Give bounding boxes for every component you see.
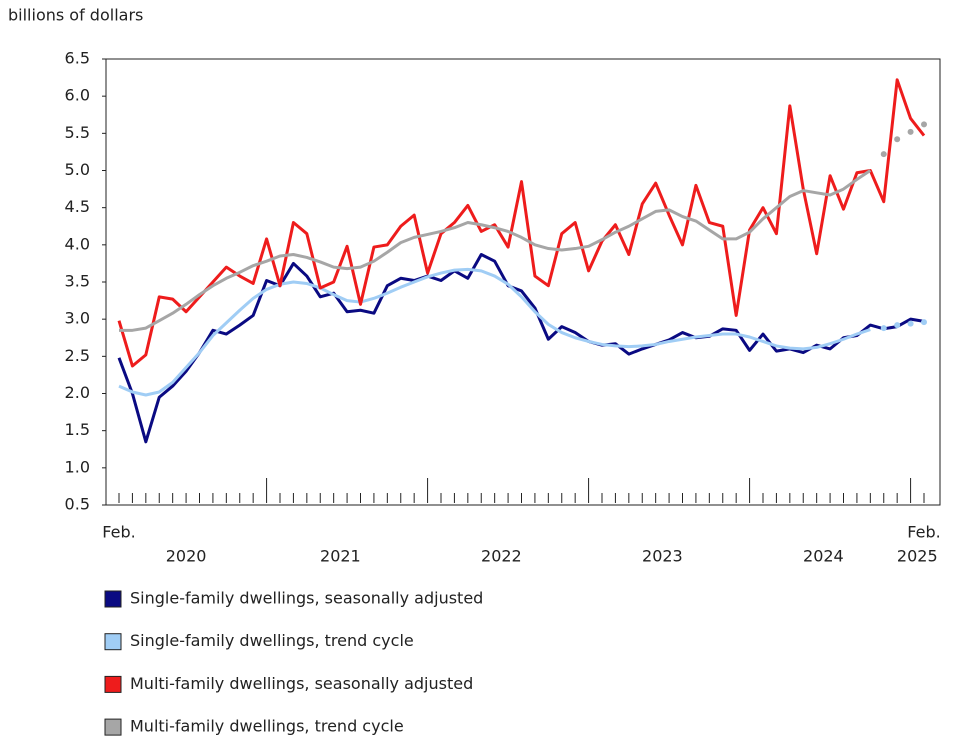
legend-label: Multi-family dwellings, trend cycle bbox=[130, 717, 404, 736]
y-tick-label: 3.5 bbox=[65, 272, 90, 291]
y-tick-label: 2.5 bbox=[65, 346, 90, 365]
y-tick-label: 1.5 bbox=[65, 420, 90, 439]
legend-label: Single-family dwellings, seasonally adju… bbox=[130, 589, 483, 608]
legend-swatch bbox=[104, 718, 122, 736]
series-dot bbox=[894, 136, 901, 143]
y-tick-label: 5.0 bbox=[65, 160, 90, 179]
y-tick-label: 4.0 bbox=[65, 234, 90, 253]
series-dot bbox=[894, 322, 901, 329]
series-line bbox=[117, 78, 926, 368]
plot-frame bbox=[105, 58, 941, 506]
legend-swatch bbox=[104, 633, 122, 651]
series-dot bbox=[880, 151, 887, 158]
y-tick-label: 3.0 bbox=[65, 309, 90, 328]
series-dot bbox=[907, 128, 914, 135]
x-year-label: 2022 bbox=[481, 547, 522, 566]
y-tick-label: 6.5 bbox=[65, 49, 90, 68]
y-tick-label: 1.0 bbox=[65, 457, 90, 476]
x-year-label: 2020 bbox=[166, 547, 207, 566]
legend-label: Single-family dwellings, trend cycle bbox=[130, 631, 414, 650]
x-year-label: 2023 bbox=[642, 547, 683, 566]
x-year-label: 2024 bbox=[803, 547, 844, 566]
series-dot bbox=[921, 319, 927, 326]
y-tick-label: 5.5 bbox=[65, 123, 90, 142]
series-dot bbox=[921, 121, 927, 128]
x-tick-label: Feb. bbox=[907, 523, 940, 542]
y-tick-label: 2.0 bbox=[65, 383, 90, 402]
y-tick-label: 6.0 bbox=[65, 86, 90, 105]
x-year-label: 2025 bbox=[897, 547, 938, 566]
x-year-label: 2021 bbox=[320, 547, 361, 566]
x-tick-label: Feb. bbox=[102, 523, 135, 542]
y-tick-label: 4.5 bbox=[65, 197, 90, 216]
series-line bbox=[119, 169, 872, 332]
series-dot bbox=[907, 320, 914, 327]
y-tick-label: 0.5 bbox=[65, 495, 90, 514]
legend-label: Multi-family dwellings, seasonally adjus… bbox=[130, 674, 473, 693]
series-line bbox=[118, 267, 871, 397]
series-dot bbox=[880, 325, 887, 332]
legend-swatch bbox=[104, 675, 122, 693]
legend-swatch bbox=[104, 590, 122, 608]
y-axis-title: billions of dollars bbox=[8, 6, 143, 25]
